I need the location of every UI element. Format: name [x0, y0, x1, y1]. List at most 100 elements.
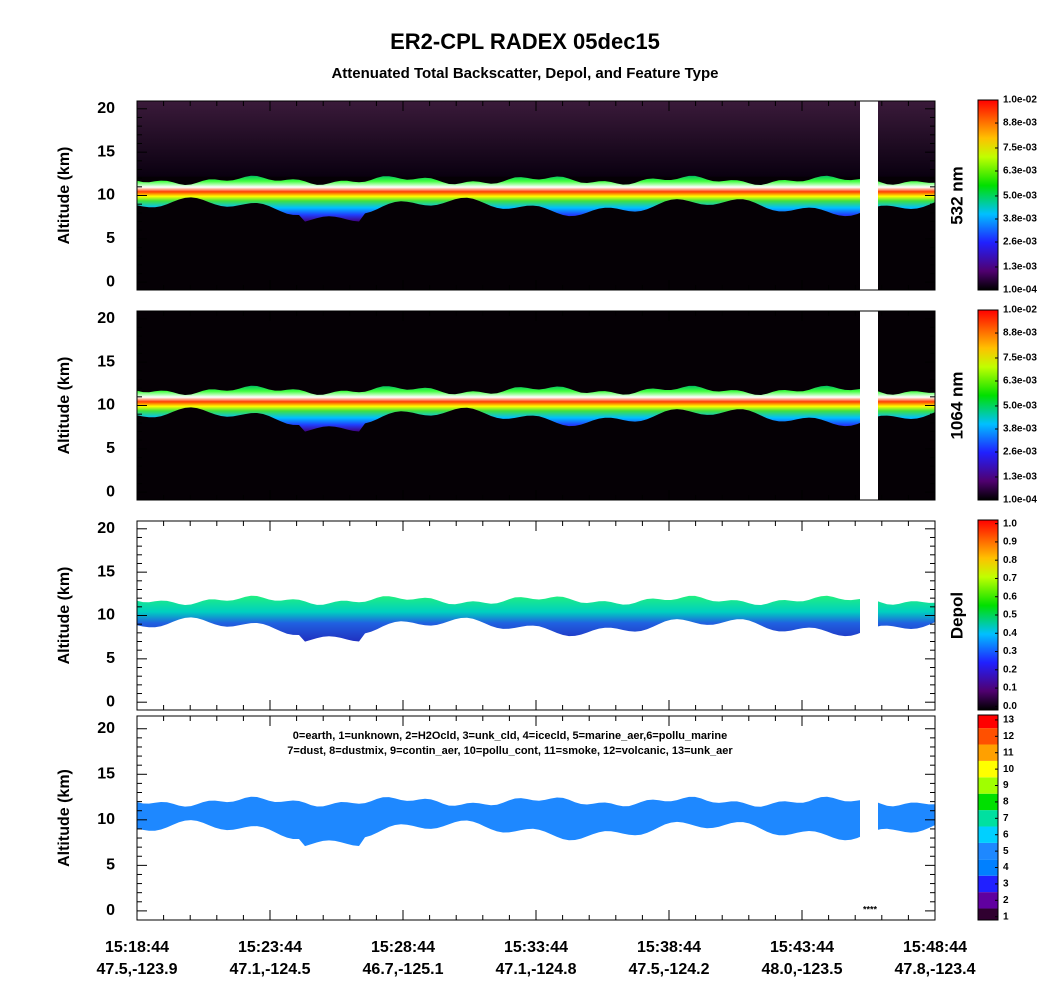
colorbar-tick-label: 0.0	[1003, 701, 1017, 712]
colorbar-swatch	[978, 908, 998, 920]
colorbar-tick-label: 3.8e-03	[1003, 424, 1037, 435]
colorbar-tick-label: 5	[1003, 846, 1009, 857]
colorbar-tick-label: 0.4	[1003, 628, 1017, 639]
y-tick-label: 20	[97, 100, 115, 117]
colorbar-tick-label: 2.6e-03	[1003, 447, 1037, 458]
y-tick-label: 10	[97, 187, 115, 204]
colorbar-swatch	[978, 826, 998, 843]
x-tick-sublabel: 47.1,-124.5	[230, 961, 311, 978]
colorbar	[978, 520, 998, 710]
data-gap	[860, 777, 878, 859]
chart-title: ER2-CPL RADEX 05dec15	[390, 29, 660, 54]
colorbar-tick-label: 2	[1003, 895, 1009, 906]
colorbar-tick-label: 6	[1003, 829, 1009, 840]
colorbar-tick-label: 0.5	[1003, 610, 1017, 621]
x-tick-label: 15:38:44	[637, 939, 701, 956]
colorbar-swatch	[978, 842, 998, 860]
x-tick-label: 15:43:44	[770, 939, 834, 956]
x-tick-sublabel: 48.0,-123.5	[762, 961, 843, 978]
colorbar-swatch	[978, 875, 998, 893]
side-label: Depol	[947, 592, 966, 639]
x-tick-label: 15:18:44	[105, 939, 169, 956]
y-tick-label: 10	[97, 811, 115, 828]
y-tick-label: 10	[97, 397, 115, 414]
y-tick-label: 20	[97, 520, 115, 537]
data-gap	[860, 311, 878, 500]
colorbar-tick-label: 7.5e-03	[1003, 143, 1037, 154]
colorbar-tick-label: 1.0e-04	[1003, 285, 1037, 296]
colorbar-swatch	[978, 744, 998, 761]
y-axis-label: Altitude (km)	[56, 357, 73, 455]
colorbar-swatch	[978, 728, 998, 745]
colorbar-swatch	[978, 859, 998, 876]
x-tick-sublabel: 47.5,-124.2	[629, 961, 710, 978]
colorbar-tick-label: 0.7	[1003, 573, 1017, 584]
y-axis-label: Altitude (km)	[56, 567, 73, 665]
colorbar-swatch	[978, 793, 998, 811]
colorbar-tick-label: 1.0e-02	[1003, 95, 1037, 106]
y-tick-label: 20	[97, 720, 115, 737]
y-tick-label: 15	[97, 353, 115, 370]
colorbar-tick-label: 8	[1003, 797, 1009, 808]
data-gap	[860, 101, 878, 290]
cloud-band	[137, 175, 935, 222]
x-tick-label: 15:48:44	[903, 939, 967, 956]
y-tick-label: 15	[97, 563, 115, 580]
colorbar-tick-label: 0.6	[1003, 591, 1017, 602]
y-tick-label: 5	[106, 230, 115, 247]
y-tick-label: 0	[106, 483, 115, 500]
colorbar-tick-label: 8.8e-03	[1003, 328, 1037, 339]
x-tick-label: 15:28:44	[371, 939, 435, 956]
colorbar-tick-label: 0.3	[1003, 646, 1017, 657]
data-gap	[860, 577, 878, 654]
colorbar-tick-label: 2.6e-03	[1003, 237, 1037, 248]
y-tick-label: 5	[106, 650, 115, 667]
colorbar-swatch	[978, 810, 998, 827]
colorbar-tick-label: 0.8	[1003, 555, 1017, 566]
legend-text: 0=earth, 1=unknown, 2=H2Ocld, 3=unk_cld,…	[293, 730, 727, 742]
colorbar-tick-label: 9	[1003, 780, 1009, 791]
y-tick-label: 0	[106, 902, 115, 919]
x-tick-sublabel: 47.1,-124.8	[496, 961, 577, 978]
colorbar-tick-label: 7	[1003, 813, 1009, 824]
x-tick-sublabel: 47.8,-123.4	[895, 961, 976, 978]
legend-text: 7=dust, 8=dustmix, 9=contin_aer, 10=poll…	[287, 745, 733, 757]
colorbar-frame	[977, 309, 999, 501]
colorbar-tick-label: 11	[1003, 747, 1014, 758]
colorbar-tick-label: 8.8e-03	[1003, 118, 1037, 129]
side-label: 1064 nm	[947, 371, 966, 439]
y-tick-label: 10	[97, 607, 115, 624]
colorbar-tick-label: 5.0e-03	[1003, 401, 1037, 412]
sky	[137, 101, 935, 177]
colorbar-swatch	[978, 892, 998, 909]
colorbar-tick-label: 10	[1003, 764, 1015, 775]
colorbar-tick-label: 1	[1003, 911, 1009, 922]
colorbar-tick-label: 4	[1003, 862, 1009, 873]
colorbar-frame	[977, 99, 999, 291]
colorbar-tick-label: 7.5e-03	[1003, 353, 1037, 364]
colorbar-tick-label: 1.0e-02	[1003, 305, 1037, 316]
colorbar-tick-label: 5.0e-03	[1003, 191, 1037, 202]
colorbar-tick-label: 0.1	[1003, 683, 1017, 694]
cloud-band	[137, 385, 935, 432]
chart-subtitle: Attenuated Total Backscatter, Depol, and…	[331, 65, 718, 82]
colorbar-tick-label: 1.0e-04	[1003, 495, 1037, 506]
colorbar-swatch	[978, 777, 998, 794]
marker-text: ****	[863, 904, 878, 914]
y-tick-label: 15	[97, 143, 115, 160]
y-tick-label: 20	[97, 310, 115, 327]
feature-band	[137, 796, 935, 847]
colorbar-swatch	[978, 715, 998, 729]
y-axis-label: Altitude (km)	[56, 147, 73, 245]
colorbar-frame	[977, 714, 999, 921]
x-tick-sublabel: 47.5,-123.9	[97, 961, 178, 978]
colorbar-tick-label: 0.9	[1003, 537, 1017, 548]
colorbar-tick-label: 6.3e-03	[1003, 376, 1037, 387]
colorbar-tick-label: 13	[1003, 715, 1015, 726]
y-tick-label: 5	[106, 440, 115, 457]
y-tick-label: 0	[106, 273, 115, 290]
y-tick-label: 15	[97, 766, 115, 783]
colorbar-swatch	[978, 760, 998, 778]
colorbar-tick-label: 3.8e-03	[1003, 214, 1037, 225]
